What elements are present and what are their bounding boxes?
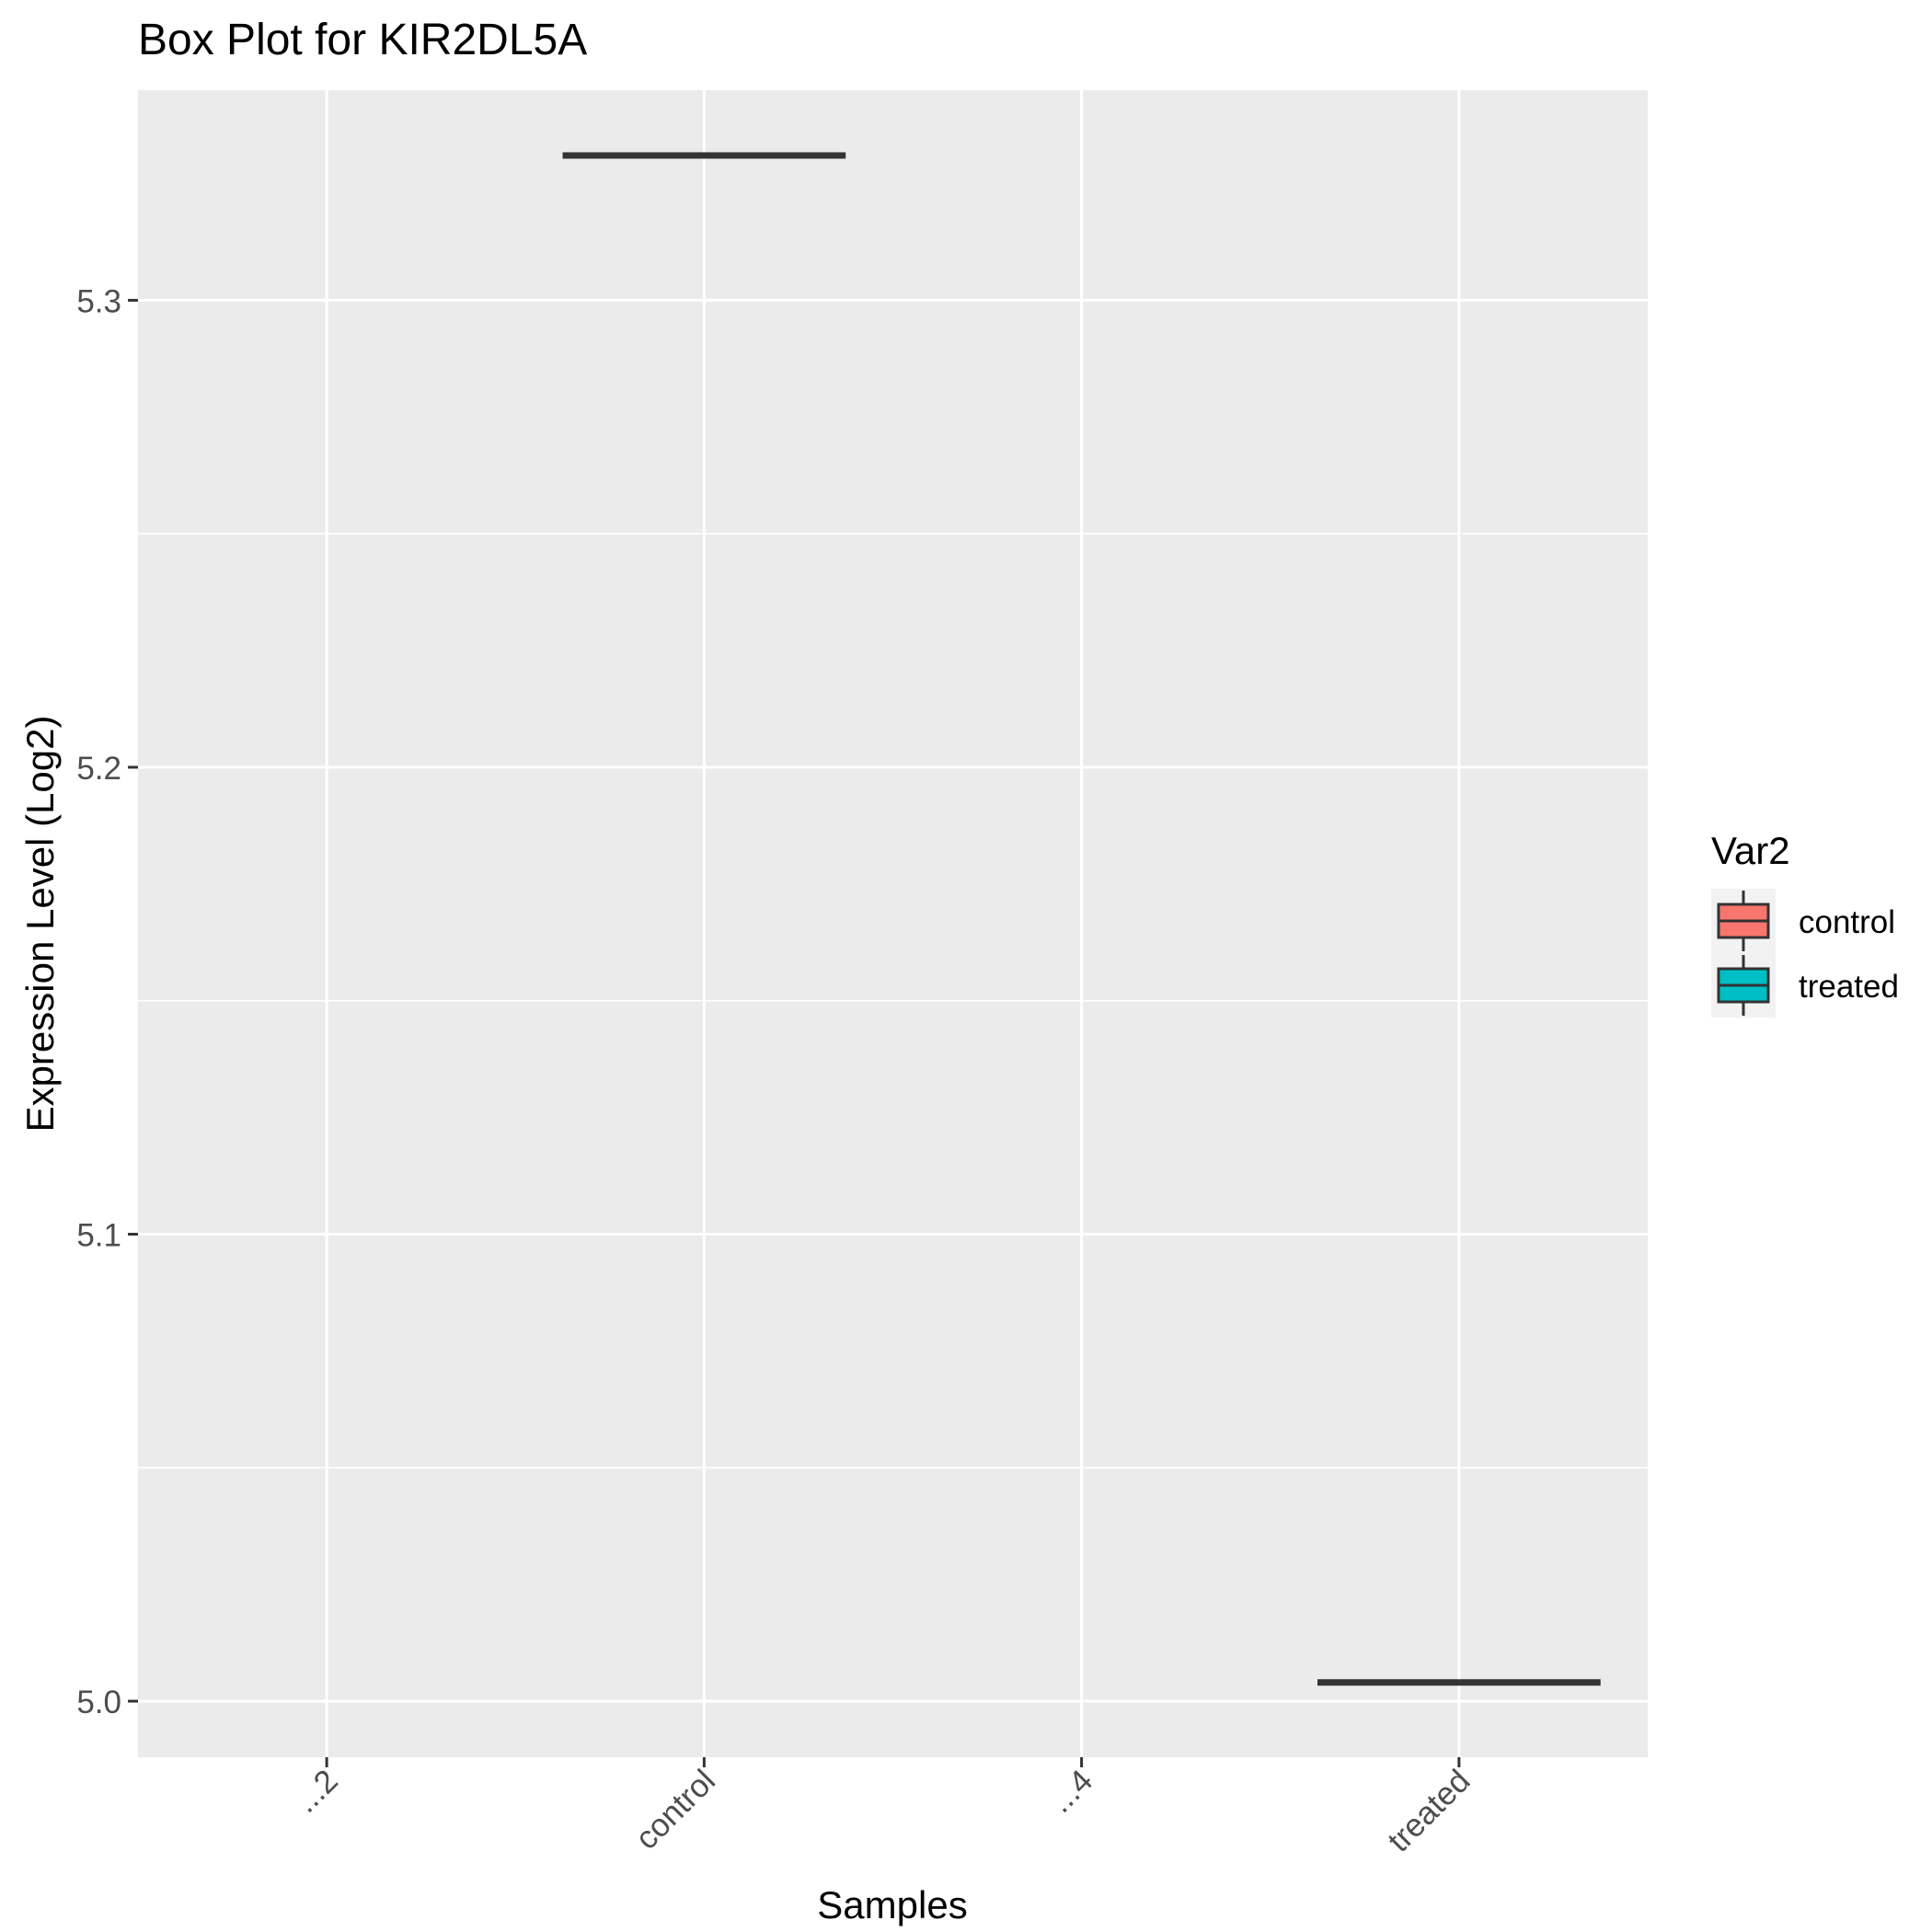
legend: Var2 control treated xyxy=(1711,829,1899,1018)
x-tick-label: control xyxy=(628,1763,722,1857)
x-axis-label: Samples xyxy=(817,1883,967,1926)
x-tick-label: treated xyxy=(1381,1763,1478,1859)
y-tick-label: 5.1 xyxy=(76,1218,121,1254)
legend-label-control: control xyxy=(1799,904,1895,940)
legend-title: Var2 xyxy=(1711,829,1790,872)
chart-title: Box Plot for KIR2DL5A xyxy=(138,16,587,64)
x-tick-label: ...4 xyxy=(1042,1763,1099,1820)
grid-lines xyxy=(138,90,1648,1757)
legend-label-treated: treated xyxy=(1799,969,1899,1005)
y-tick-label: 5.3 xyxy=(76,283,121,319)
y-axis-label: Expression Level (Log2) xyxy=(18,716,62,1133)
y-tick-label: 5.0 xyxy=(76,1685,121,1720)
y-tick-label: 5.2 xyxy=(76,751,121,787)
median-lines xyxy=(562,152,1601,1686)
plot-panel xyxy=(138,90,1648,1757)
x-tick-label: ...2 xyxy=(288,1763,345,1820)
